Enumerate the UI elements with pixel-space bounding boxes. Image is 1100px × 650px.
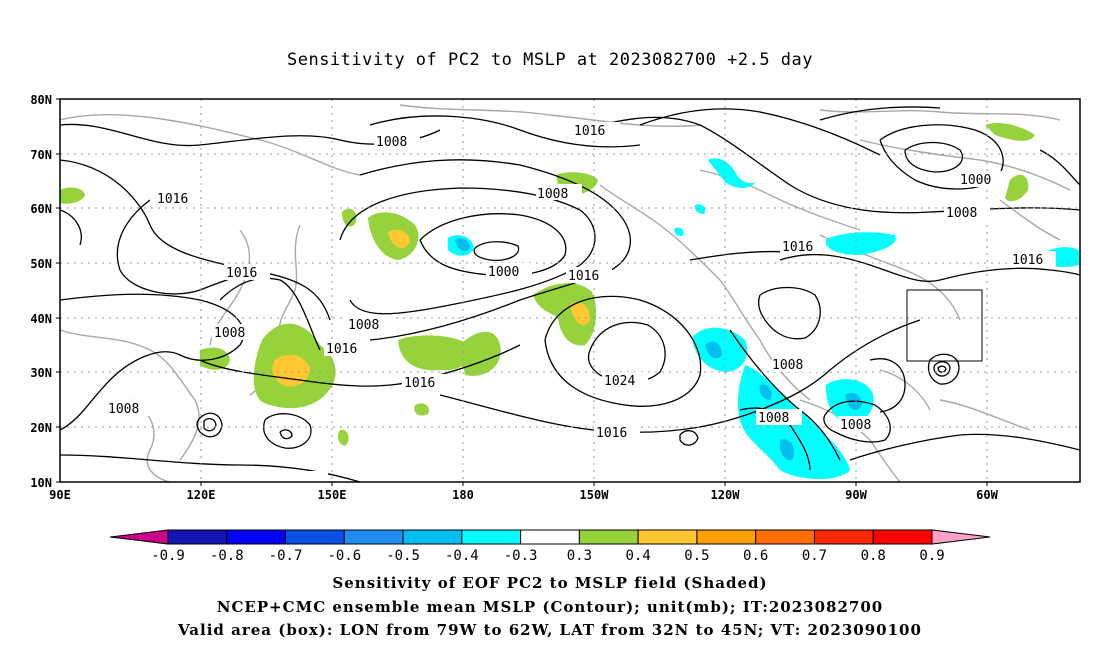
lon-label: 90E xyxy=(49,488,71,502)
contour-label-group: 1008 1016 1008 1016 1008 1000 1000 1008 … xyxy=(106,122,1056,441)
colorbar-segment xyxy=(813,529,874,545)
contour-label: 1016 xyxy=(574,124,605,139)
longitude-labels: 90E 120E 150E 180 150W 120W 90W 60W xyxy=(49,488,998,502)
contour-label: 1008 xyxy=(946,206,977,221)
colorbar-label: -0.6 xyxy=(327,548,361,564)
colorbar-label: -0.8 xyxy=(210,548,244,564)
caption-line-2: NCEP+CMC ensemble mean MSLP (Contour); u… xyxy=(216,598,884,616)
contour-label: 1016 xyxy=(157,192,188,207)
caption-line-3: Valid area (box): LON from 79W to 62W, L… xyxy=(178,621,922,639)
colorbar-segment xyxy=(226,529,287,545)
colorbar-segment xyxy=(637,529,698,545)
latitude-labels: 80N 70N 60N 50N 40N 30N 20N 10N xyxy=(30,93,52,490)
contour-label: 1016 xyxy=(568,269,599,284)
contour-label: 1008 xyxy=(108,402,139,417)
lon-label: 90W xyxy=(845,488,867,502)
caption-line-1: Sensitivity of EOF PC2 to MSLP field (Sh… xyxy=(332,574,768,592)
contour-label: 1024 xyxy=(604,374,635,389)
contour-label: 1008 xyxy=(772,358,803,373)
colorbar-label: -0.4 xyxy=(445,548,479,564)
colorbar-segment xyxy=(578,529,639,545)
contour-label: 1016 xyxy=(596,426,627,441)
colorbar-segment xyxy=(755,529,815,545)
colorbar-arrow-high xyxy=(931,529,991,545)
lon-label: 180 xyxy=(452,488,474,502)
contour-label: 1016 xyxy=(782,240,813,255)
contour-label: 1016 xyxy=(1012,253,1043,268)
colorbar-segment xyxy=(167,529,228,545)
lat-label: 30N xyxy=(30,366,52,380)
lon-label: 120E xyxy=(187,488,216,502)
grid-lines xyxy=(60,99,1080,482)
mslp-contours xyxy=(60,106,1080,482)
shaded-regions xyxy=(60,123,1080,479)
lon-label: 120W xyxy=(711,488,741,502)
axis-ticks xyxy=(56,98,988,486)
colorbar-label: 0.5 xyxy=(684,548,709,564)
colorbar-label: 0.4 xyxy=(626,548,651,564)
colorbar-label: -0.5 xyxy=(386,548,420,564)
lat-label: 10N xyxy=(30,476,52,490)
contour-label: 1008 xyxy=(348,318,379,333)
contour-label: 1008 xyxy=(840,418,871,433)
colorbar-segment xyxy=(402,529,463,545)
edge-label-group xyxy=(282,471,328,482)
colorbar-label: 0.8 xyxy=(861,548,886,564)
contour-label: 1008 xyxy=(537,187,568,202)
lat-label: 80N xyxy=(30,93,52,107)
lat-label: 60N xyxy=(30,202,52,216)
lat-label: 20N xyxy=(30,421,52,435)
contour-label: 1016 xyxy=(226,266,257,281)
lat-label: 70N xyxy=(30,148,52,162)
contour-label: 1008 xyxy=(758,411,789,426)
colorbar-label: 0.7 xyxy=(802,548,827,564)
colorbar-segment xyxy=(343,529,404,545)
contour-label: 1016 xyxy=(326,342,357,357)
lat-label: 50N xyxy=(30,257,52,271)
lat-label: 40N xyxy=(30,312,52,326)
lon-label: 150E xyxy=(318,488,347,502)
colorbar-segment xyxy=(696,529,757,545)
colorbar-label: 0.9 xyxy=(919,548,944,564)
valid-area-box xyxy=(906,289,983,362)
colorbar-segment xyxy=(461,529,522,545)
contour-label: 1000 xyxy=(960,173,991,188)
colorbar-label: -0.7 xyxy=(269,548,303,564)
colorbar-segment xyxy=(520,529,580,545)
colorbar-label: 0.6 xyxy=(743,548,768,564)
colorbar-label: -0.9 xyxy=(151,548,185,564)
colorbar-label: -0.3 xyxy=(504,548,538,564)
colorbar-arrow-low xyxy=(109,529,169,545)
contour-label: 1008 xyxy=(214,326,245,341)
colorbar-label: 0.3 xyxy=(567,548,592,564)
colorbar-segment xyxy=(872,529,933,545)
contour-label: 1008 xyxy=(376,135,407,150)
contour-label: 1000 xyxy=(488,265,519,280)
colorbar: -0.9 -0.8 -0.7 -0.6 -0.5 -0.4 -0.3 0.3 0.4 0.5 0.6… xyxy=(109,529,991,564)
lon-label: 60W xyxy=(976,488,998,502)
lon-label: 150W xyxy=(580,488,610,502)
colorbar-segment xyxy=(285,529,345,545)
contour-label: 1016 xyxy=(404,376,435,391)
map-title: Sensitivity of PC2 to MSLP at 2023082700… xyxy=(286,50,813,70)
